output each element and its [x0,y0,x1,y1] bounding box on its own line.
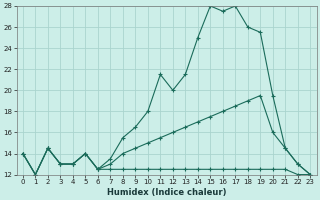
X-axis label: Humidex (Indice chaleur): Humidex (Indice chaleur) [107,188,226,197]
